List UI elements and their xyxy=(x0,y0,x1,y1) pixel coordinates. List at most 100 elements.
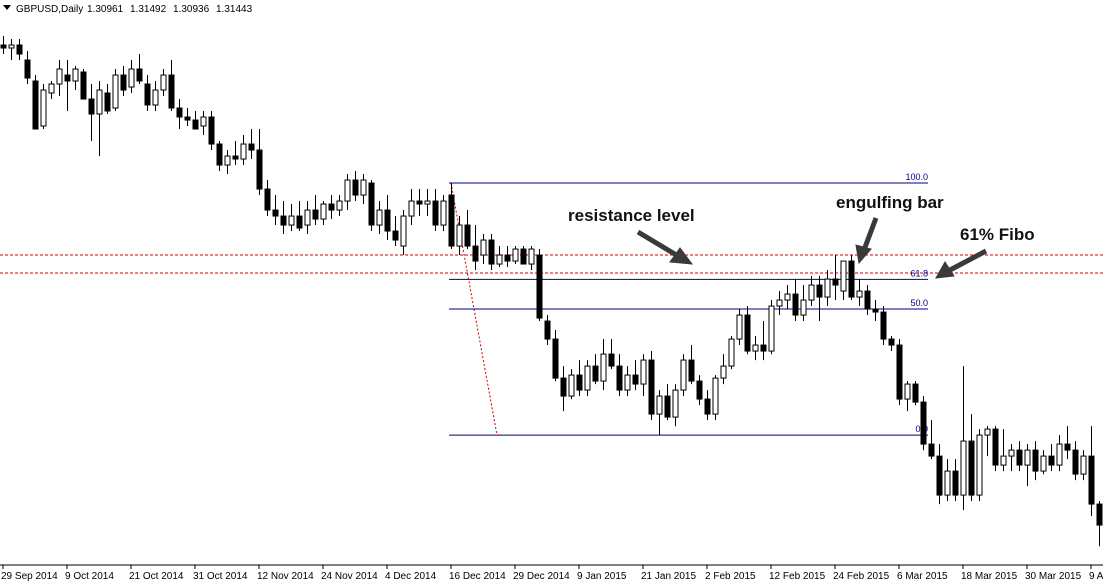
candle-body xyxy=(320,203,327,220)
candle-body xyxy=(96,89,103,115)
candle-body xyxy=(1088,455,1095,505)
candle-body xyxy=(864,290,871,310)
candle-body xyxy=(616,365,623,391)
candle-body xyxy=(160,74,167,91)
candle-body xyxy=(976,434,983,496)
candle-body xyxy=(816,284,823,298)
candle-body xyxy=(24,59,31,79)
header-open: 1.30961 xyxy=(87,4,124,15)
x-tick-label: 30 Mar 2015 xyxy=(1025,571,1082,582)
x-tick-label: 21 Oct 2014 xyxy=(129,571,184,582)
annotation: 61% Fibo xyxy=(960,225,1035,244)
candle-body xyxy=(728,338,735,367)
candle-body xyxy=(872,308,879,313)
arrow-head xyxy=(669,247,694,265)
candle-body xyxy=(128,68,135,88)
candle-body xyxy=(1024,449,1031,466)
x-tick-label: 21 Jan 2015 xyxy=(641,571,696,582)
arrow xyxy=(861,217,879,251)
candle-body xyxy=(952,470,959,496)
fibo-label: 61.8 xyxy=(910,268,928,278)
candle-body xyxy=(48,83,55,94)
fibo-label: 100.0 xyxy=(905,172,928,182)
candle-body xyxy=(280,215,287,226)
candle-body xyxy=(16,44,23,55)
candle-body xyxy=(40,89,47,127)
candle-body xyxy=(1080,455,1087,475)
candle-body xyxy=(88,98,95,115)
candle-body xyxy=(1040,455,1047,472)
candle-body xyxy=(888,338,895,346)
candle-body xyxy=(344,179,351,202)
arrows xyxy=(636,217,988,279)
candle-body xyxy=(360,179,367,196)
candle-body xyxy=(392,230,399,241)
annotation: resistance level xyxy=(568,206,695,225)
candle-body xyxy=(840,260,847,292)
candle-body xyxy=(1056,443,1063,466)
x-tick-label: 6 Mar 2015 xyxy=(897,571,948,582)
x-tick-label: 18 Mar 2015 xyxy=(961,571,1018,582)
candle-body xyxy=(288,215,295,226)
candle-body xyxy=(520,248,527,265)
dropdown-icon[interactable] xyxy=(3,5,11,10)
candle-body xyxy=(440,200,447,226)
candle-body xyxy=(808,284,815,301)
candle-body xyxy=(712,377,719,415)
x-tick-label: 24 Feb 2015 xyxy=(833,571,890,582)
candle-body xyxy=(704,398,711,415)
candle-body xyxy=(424,200,431,205)
candle-body xyxy=(72,68,79,82)
header-close: 1.31443 xyxy=(216,4,253,15)
candle-body xyxy=(0,44,7,49)
candle-body xyxy=(152,89,159,106)
candle-body xyxy=(624,374,631,391)
candle-body xyxy=(736,314,743,340)
x-tick-label: 12 Nov 2014 xyxy=(257,571,314,582)
candle-body xyxy=(248,143,255,151)
candle-body xyxy=(544,320,551,340)
candle-body xyxy=(752,344,759,352)
fibo-label: 50.0 xyxy=(910,298,928,308)
candle-body xyxy=(1000,455,1007,466)
candle-body xyxy=(776,299,783,307)
candle-body xyxy=(488,239,495,265)
candle-body xyxy=(272,209,279,217)
x-tick-label: 4 Dec 2014 xyxy=(385,571,437,582)
candle-body xyxy=(720,365,727,379)
candle-body xyxy=(208,116,215,145)
candle-body xyxy=(136,68,143,82)
candle-body xyxy=(632,374,639,385)
candle-body xyxy=(832,278,839,286)
candle-body xyxy=(696,380,703,400)
candle-body xyxy=(328,203,335,211)
candle-body xyxy=(680,359,687,391)
annotations: resistance level engulfing bar 61% Fibo xyxy=(568,193,1035,279)
candle-body xyxy=(104,92,111,112)
candle-body xyxy=(464,224,471,247)
candle-body xyxy=(296,215,303,229)
candle-body xyxy=(496,254,503,265)
candle-body xyxy=(112,74,119,109)
candle-body xyxy=(1032,449,1039,472)
candle-body xyxy=(472,245,479,262)
candle-body xyxy=(456,224,463,247)
candle-body xyxy=(760,344,767,352)
candle-body xyxy=(536,254,543,319)
candle-body xyxy=(168,74,175,109)
x-tick-label: 31 Oct 2014 xyxy=(193,571,248,582)
x-tick-label: 9 Oct 2014 xyxy=(65,571,114,582)
candle-body xyxy=(120,74,127,91)
candle-body xyxy=(1016,449,1023,466)
candle-body xyxy=(144,83,151,106)
candle-body xyxy=(64,74,71,82)
x-tick-label: 9 Jan 2015 xyxy=(577,571,627,582)
chart-title: GBPUSD,Daily xyxy=(16,4,83,15)
header-high: 1.31492 xyxy=(130,4,167,15)
candle-body xyxy=(824,278,831,298)
candle-body xyxy=(200,116,207,127)
candle-body xyxy=(792,293,799,316)
candle-body xyxy=(848,260,855,298)
